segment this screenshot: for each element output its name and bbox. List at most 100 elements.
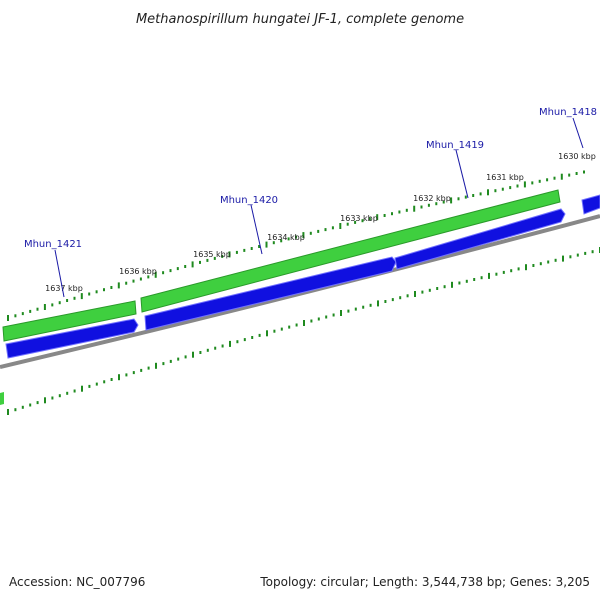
inner-tick-mark — [583, 170, 585, 174]
outer-tick-mark — [428, 288, 431, 292]
outer-tick-mark — [184, 355, 187, 359]
inner-tick-mark — [442, 200, 445, 204]
outer-tick-mark — [480, 276, 483, 280]
inner-tick-mark — [147, 275, 150, 279]
outer-tick-mark — [88, 384, 91, 388]
outer-tick-mark — [132, 371, 135, 375]
inner-tick-mark — [29, 309, 32, 313]
inner-tick-mark — [117, 282, 120, 289]
gene-pointer-1420 — [250, 204, 263, 255]
inner-tick-mark — [139, 277, 142, 281]
outer-tick-mark — [36, 401, 39, 405]
outer-tick-mark — [325, 315, 328, 319]
inner-tick-mark — [110, 286, 113, 289]
inner-tick-mark — [258, 245, 261, 248]
inner-tick-mark — [368, 217, 371, 221]
inner-tick-mark — [317, 229, 320, 233]
tick-label-1630: 1630 kbp — [558, 152, 596, 161]
gene-track — [5, 194, 600, 359]
inner-tick-mark — [125, 281, 128, 285]
outer-tick-mark — [584, 251, 587, 255]
outer-tick-mark — [295, 323, 298, 327]
inner-tick-mark — [457, 197, 460, 201]
outer-tick-mark — [532, 264, 535, 267]
cds-segment-main — [140, 189, 561, 313]
cds-track — [0, 189, 561, 405]
outer-tick-mark — [7, 409, 9, 415]
outer-tick-mark — [243, 338, 246, 342]
inner-tick-mark — [361, 219, 364, 223]
inner-tick-mark — [391, 212, 393, 216]
inner-tick-mark — [235, 250, 238, 254]
outer-tick-mark — [103, 380, 106, 384]
outer-tick-mark — [569, 255, 572, 259]
outer-tick-mark — [236, 340, 239, 344]
inner-tick-mark — [560, 173, 563, 180]
gene-labels: Mhun_1418 Mhun_1419 Mhun_1420 Mhun_1421 — [24, 107, 597, 298]
inner-tick-mark — [501, 187, 504, 191]
outer-tick-mark — [443, 285, 446, 289]
outer-tick-mark — [421, 290, 424, 294]
inner-tick-mark — [73, 296, 76, 300]
inner-tick-mark — [435, 202, 438, 206]
gene-label-1418: Mhun_1418 — [539, 107, 597, 118]
inner-tick-mark — [176, 267, 179, 271]
outer-tick-mark — [369, 303, 372, 307]
inner-tick-mark — [575, 172, 578, 175]
inner-tick-mark — [58, 301, 61, 305]
inner-tick-mark — [272, 241, 275, 245]
inner-tick-mark — [531, 181, 534, 185]
gene-segment-right — [394, 208, 566, 270]
inner-tick-mark — [154, 271, 157, 278]
inner-tick-mark — [464, 195, 467, 199]
inner-tick-mark — [354, 220, 357, 224]
inner-tick-mark — [516, 184, 519, 188]
tick-label-1633: 1633 kbp — [340, 214, 378, 223]
outer-tick-mark — [354, 307, 357, 311]
inner-tick-mark — [243, 248, 246, 252]
outer-tick-mark — [465, 279, 468, 283]
gene-label-1419: Mhun_1419 — [426, 140, 484, 151]
tick-label-1631: 1631 kbp — [486, 173, 524, 182]
inner-tick-mark — [199, 260, 201, 264]
tick-label-1637: 1637 kbp — [45, 284, 83, 293]
inner-tick-mark — [287, 237, 290, 241]
inner-tick-mark — [546, 178, 549, 182]
outer-tick-mark — [110, 378, 113, 381]
outer-tick-mark — [458, 281, 461, 285]
outer-tick-mark — [547, 260, 550, 264]
outer-tick-mark — [436, 287, 439, 290]
outer-tick-mark — [51, 396, 54, 400]
outer-tick-mark — [539, 262, 542, 266]
outer-tick-mark — [251, 336, 254, 339]
tick-label-1635: 1635 kbp — [193, 250, 231, 259]
outer-tick-mark — [510, 269, 513, 273]
outer-tick-mark — [221, 344, 224, 348]
outer-tick-mark — [406, 294, 409, 298]
gene-label-1420: Mhun_1420 — [220, 195, 278, 206]
inner-tick-mark — [405, 208, 408, 212]
outer-tick-mark — [332, 313, 335, 317]
inner-tick-mark — [339, 223, 342, 229]
tick-label-1632: 1632 kbp — [413, 194, 451, 203]
inner-tick-mark — [43, 304, 46, 310]
outer-tick-mark — [229, 340, 231, 347]
genome-backbone — [0, 214, 600, 369]
inner-tick-mark — [487, 189, 489, 196]
outer-tick-mark — [488, 272, 490, 279]
outer-tick-mark — [502, 270, 505, 274]
outer-tick-mark — [310, 319, 313, 323]
outer-tick-mark — [206, 348, 209, 352]
inner-tick-mark — [420, 205, 423, 209]
inner-tick-mark — [191, 261, 194, 268]
outer-tick-mark — [384, 300, 387, 303]
outer-tick-mark — [495, 272, 498, 276]
inner-tick-mark — [398, 210, 401, 214]
inner-tick-mark — [309, 231, 312, 235]
outer-tick-mark — [576, 253, 579, 257]
outer-tick-mark — [391, 298, 394, 302]
outer-tick-mark — [95, 382, 98, 386]
outer-tick-mark — [199, 351, 202, 354]
inner-tick-mark — [206, 258, 209, 262]
